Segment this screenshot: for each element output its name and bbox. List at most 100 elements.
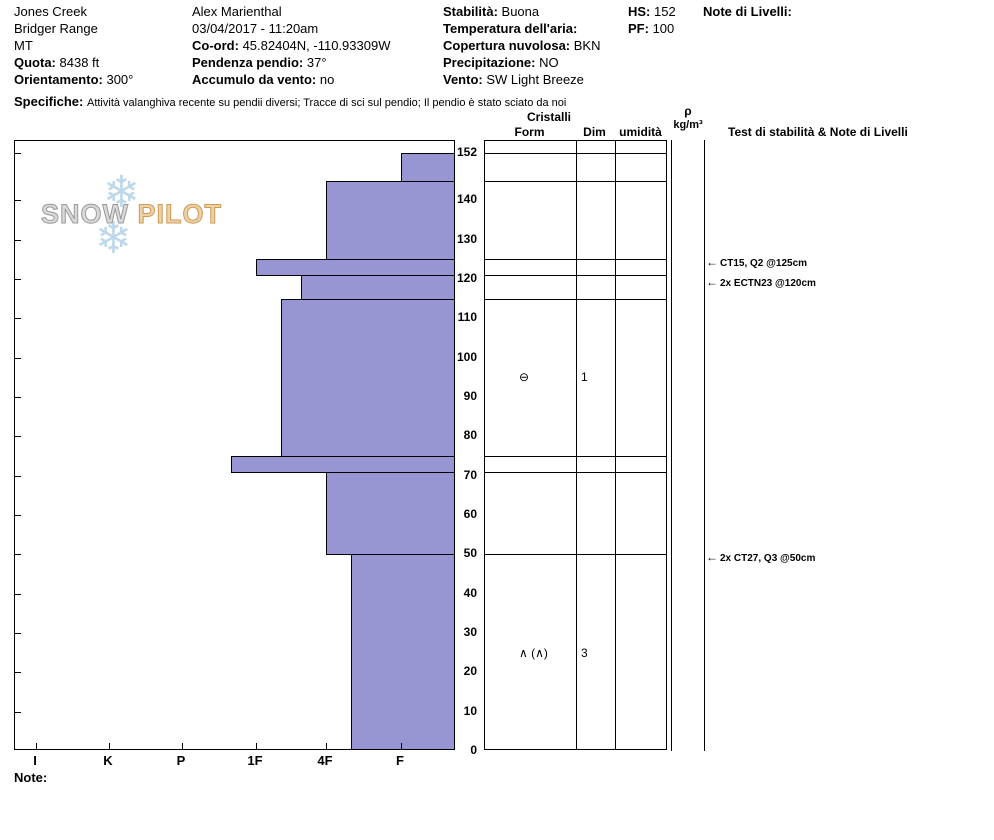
depth-tick bbox=[15, 554, 21, 555]
layer-boundary-line bbox=[485, 275, 666, 276]
stability-value: Buona bbox=[501, 4, 540, 19]
snow-layer-bar bbox=[256, 259, 454, 276]
test-label: CT15, Q2 @125cm bbox=[720, 258, 808, 269]
grain-form-symbol: ∧ (∧) bbox=[519, 646, 548, 660]
depth-tick bbox=[15, 672, 21, 673]
depth-label: 110 bbox=[457, 310, 477, 324]
pf-label: PF: bbox=[628, 21, 649, 36]
specifics-label: Specifiche: bbox=[14, 94, 84, 109]
elevation-value: 8438 ft bbox=[59, 55, 100, 70]
crystal-grid: ⊖ 1 ∧ (∧) 3 bbox=[484, 140, 667, 750]
depth-tick bbox=[15, 633, 21, 634]
hardness-tick bbox=[182, 743, 183, 749]
stability-test-note: ← 2x CT27, Q3 @50cm bbox=[706, 551, 815, 565]
hardness-label: I bbox=[33, 753, 37, 768]
precip-value: NO bbox=[539, 55, 559, 70]
left-arrow-icon: ← bbox=[706, 275, 718, 289]
hardness-axis-labels: I K P 1F 4F F bbox=[14, 753, 455, 769]
depth-label: 100 bbox=[456, 350, 477, 364]
left-arrow-icon: ← bbox=[706, 255, 718, 269]
depth-label: 60 bbox=[463, 507, 477, 521]
snowflake-icon: ❄ bbox=[103, 168, 140, 217]
depth-tick bbox=[15, 436, 21, 437]
hardness-label: K bbox=[103, 753, 113, 768]
windload-label: Accumulo da vento: bbox=[192, 72, 317, 87]
depth-tick bbox=[15, 240, 21, 241]
hardness-tick bbox=[109, 743, 110, 749]
hardness-tick bbox=[326, 743, 327, 749]
aspect-value: 300° bbox=[106, 72, 134, 87]
observer-name: Alex Marienthal bbox=[192, 4, 282, 19]
hardness-label: F bbox=[396, 753, 404, 768]
header-snowheight-block: HS: 152 PF: 100 bbox=[628, 3, 676, 37]
layer-boundary-line bbox=[485, 299, 666, 300]
test-label: 2x CT27, Q3 @50cm bbox=[720, 553, 816, 564]
depth-label: 152 bbox=[456, 145, 477, 159]
site-name: Jones Creek bbox=[14, 4, 87, 19]
logo-word-snow: SNOW bbox=[41, 199, 129, 230]
hs-value: 152 bbox=[654, 4, 676, 19]
snow-layer-bar bbox=[326, 181, 454, 260]
hardness-tick bbox=[401, 743, 402, 749]
header-observer-block: Alex Marienthal 03/04/2017 - 11:20am Co-… bbox=[192, 3, 390, 88]
depth-label: 70 bbox=[463, 468, 477, 482]
cristalli-header: Cristalli bbox=[526, 110, 571, 124]
stability-test-note: ← 2x ECTN23 @120cm bbox=[706, 276, 816, 290]
snowpilot-logo: ❄ ❄ SNOW PILOT bbox=[41, 168, 222, 273]
wind-value: SW Light Breeze bbox=[486, 72, 584, 87]
depth-label: 40 bbox=[463, 586, 477, 600]
form-header: Form bbox=[514, 125, 545, 139]
sky-value: BKN bbox=[573, 38, 601, 53]
stability-test-note: ← CT15, Q2 @125cm bbox=[706, 256, 807, 270]
density-column-right-border bbox=[704, 140, 705, 751]
logo-wordmark: SNOW PILOT bbox=[41, 199, 222, 230]
depth-axis-labels: 152 140 130 120 110 100 90 80 70 60 50 40 30 20 10 0 bbox=[455, 140, 480, 758]
depth-label: 0 bbox=[470, 743, 477, 757]
hardness-profile-chart: ❄ ❄ SNOW PILOT bbox=[14, 140, 455, 750]
dim-humidity-divider bbox=[615, 141, 616, 749]
snowflake-icon: ❄ bbox=[95, 214, 132, 263]
stability-label: Stabilità: bbox=[443, 4, 498, 19]
layer-notes-label: Note di Livelli: bbox=[703, 4, 792, 19]
note-label: Note: bbox=[14, 770, 48, 785]
coord-value: 45.82404N, -110.93309W bbox=[242, 38, 391, 53]
humidity-header: umidità bbox=[619, 125, 662, 139]
layer-boundary-line bbox=[485, 456, 666, 457]
aspect-label: Orientamento: bbox=[14, 72, 103, 87]
depth-tick bbox=[15, 397, 21, 398]
depth-tick bbox=[15, 515, 21, 516]
layer-boundary-line bbox=[485, 472, 666, 473]
depth-label: 120 bbox=[456, 271, 477, 285]
header-conditions-block: Stabilità: Buona Temperatura dell'aria: … bbox=[443, 3, 600, 88]
dim-header: Dim bbox=[583, 125, 606, 139]
depth-tick bbox=[15, 200, 21, 201]
hardness-label: 4F bbox=[317, 753, 333, 768]
density-header: ρ bbox=[684, 104, 692, 118]
grain-size-value: 1 bbox=[581, 370, 588, 384]
grain-form-symbol: ⊖ bbox=[519, 370, 530, 384]
layer-boundary-line bbox=[485, 153, 666, 154]
wind-label: Vento: bbox=[443, 72, 483, 87]
left-arrow-icon: ← bbox=[706, 550, 718, 564]
airtemp-label: Temperatura dell'aria: bbox=[443, 21, 578, 36]
coord-label: Co-ord: bbox=[192, 38, 239, 53]
hs-label: HS: bbox=[628, 4, 651, 19]
tests-column-header: Test di stabilità & Note di Livelli bbox=[728, 125, 908, 139]
depth-label: 90 bbox=[463, 389, 477, 403]
hardness-label: P bbox=[176, 753, 186, 768]
slope-value: 37° bbox=[306, 55, 327, 70]
snow-layer-bar bbox=[281, 299, 454, 457]
header-notes-block: Note di Livelli: bbox=[703, 3, 792, 20]
sky-label: Copertura nuvolosa: bbox=[443, 38, 571, 53]
depth-label: 10 bbox=[463, 704, 477, 718]
layer-boundary-line bbox=[485, 554, 666, 555]
observation-datetime: 03/04/2017 - 11:20am bbox=[192, 21, 319, 36]
layer-boundary-line bbox=[485, 259, 666, 260]
depth-label: 20 bbox=[463, 664, 477, 678]
precip-label: Precipitazione: bbox=[443, 55, 536, 70]
depth-label: 30 bbox=[463, 625, 477, 639]
depth-tick bbox=[15, 712, 21, 713]
depth-label: 140 bbox=[456, 192, 477, 206]
depth-tick bbox=[15, 279, 21, 280]
